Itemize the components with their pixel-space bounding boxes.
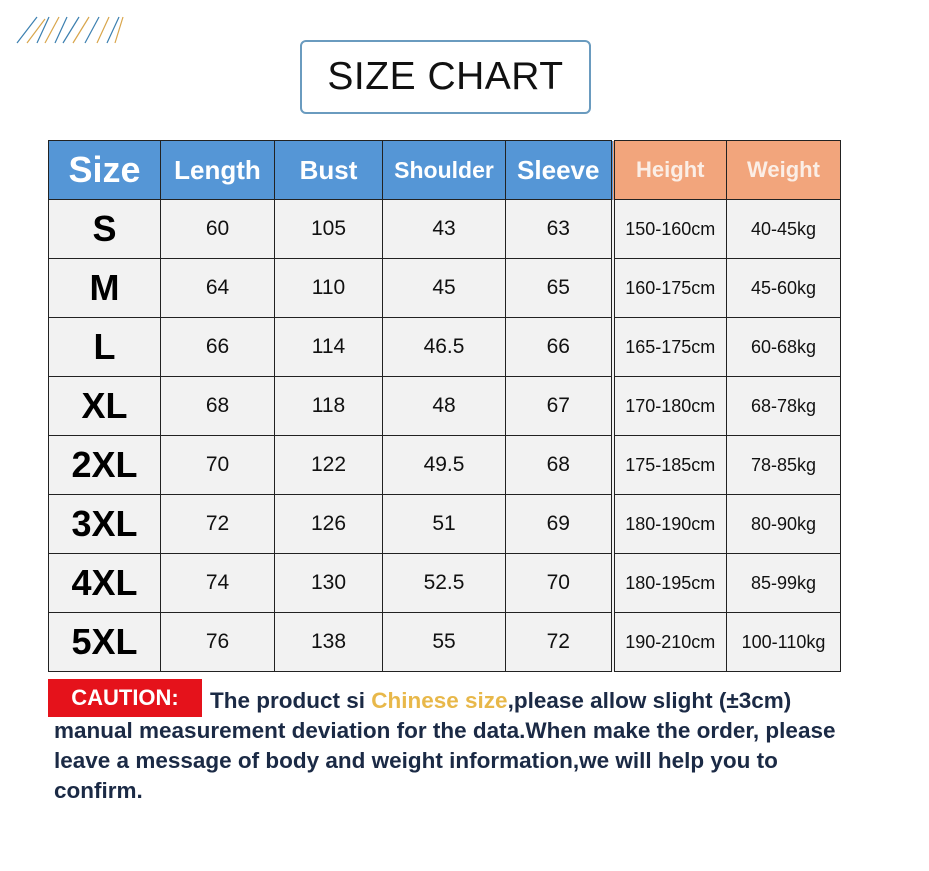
cell-size: 4XL: [48, 553, 161, 613]
caution-note: The product si Chinese size,please allow…: [54, 686, 854, 806]
table-row: M 64 110 45 65 160-175cm 45-60kg: [48, 258, 841, 318]
column-header-length: Length: [160, 140, 275, 200]
cell-bust: 110: [274, 258, 383, 318]
cell-bust: 122: [274, 435, 383, 495]
cell-weight: 100-110kg: [726, 612, 841, 672]
cell-weight: 80-90kg: [726, 494, 841, 554]
cell-sleeve: 63: [505, 199, 613, 259]
cell-shoulder: 46.5: [382, 317, 506, 377]
cell-shoulder: 51: [382, 494, 506, 554]
table-row: L 66 114 46.5 66 165-175cm 60-68kg: [48, 317, 841, 377]
cell-height: 180-195cm: [610, 553, 727, 613]
cell-shoulder: 49.5: [382, 435, 506, 495]
cell-size: XL: [48, 376, 161, 436]
cell-shoulder: 55: [382, 612, 506, 672]
cell-length: 74: [160, 553, 275, 613]
cell-bust: 126: [274, 494, 383, 554]
cell-sleeve: 72: [505, 612, 613, 672]
cell-height: 175-185cm: [610, 435, 727, 495]
cell-bust: 118: [274, 376, 383, 436]
cell-length: 72: [160, 494, 275, 554]
cell-length: 68: [160, 376, 275, 436]
cell-sleeve: 68: [505, 435, 613, 495]
cell-size: L: [48, 317, 161, 377]
cell-shoulder: 43: [382, 199, 506, 259]
column-header-height: Height: [610, 140, 727, 200]
column-header-shoulder: Shoulder: [382, 140, 506, 200]
table-row: 4XL 74 130 52.5 70 180-195cm 85-99kg: [48, 553, 841, 613]
cell-bust: 138: [274, 612, 383, 672]
cell-shoulder: 45: [382, 258, 506, 318]
column-header-size: Size: [48, 140, 161, 200]
cell-weight: 68-78kg: [726, 376, 841, 436]
cell-sleeve: 65: [505, 258, 613, 318]
cell-weight: 40-45kg: [726, 199, 841, 259]
cell-length: 70: [160, 435, 275, 495]
cell-size: 5XL: [48, 612, 161, 672]
cell-height: 190-210cm: [610, 612, 727, 672]
table-row: 3XL 72 126 51 69 180-190cm 80-90kg: [48, 494, 841, 554]
column-header-sleeve: Sleeve: [505, 140, 613, 200]
cell-bust: 105: [274, 199, 383, 259]
table-row: XL 68 118 48 67 170-180cm 68-78kg: [48, 376, 841, 436]
chinese-size-highlight: Chinese size: [371, 688, 508, 713]
cell-size: M: [48, 258, 161, 318]
cell-shoulder: 48: [382, 376, 506, 436]
cell-length: 60: [160, 199, 275, 259]
cell-bust: 114: [274, 317, 383, 377]
table-row: 2XL 70 122 49.5 68 175-185cm 78-85kg: [48, 435, 841, 495]
cell-sleeve: 69: [505, 494, 613, 554]
cell-bust: 130: [274, 553, 383, 613]
cell-length: 64: [160, 258, 275, 318]
cell-height: 165-175cm: [610, 317, 727, 377]
table-header-row: Size Length Bust Shoulder Sleeve Height Weight: [48, 140, 841, 200]
cell-height: 170-180cm: [610, 376, 727, 436]
cell-sleeve: 67: [505, 376, 613, 436]
cell-size: 2XL: [48, 435, 161, 495]
cell-sleeve: 70: [505, 553, 613, 613]
cell-shoulder: 52.5: [382, 553, 506, 613]
column-header-bust: Bust: [274, 140, 383, 200]
caution-badge: CAUTION:: [48, 679, 202, 717]
cell-weight: 85-99kg: [726, 553, 841, 613]
cell-weight: 45-60kg: [726, 258, 841, 318]
table-row: S 60 105 43 63 150-160cm 40-45kg: [48, 199, 841, 259]
cell-height: 150-160cm: [610, 199, 727, 259]
size-chart-table: Size Length Bust Shoulder Sleeve Height Weight…: [48, 140, 841, 672]
note-text: The product si: [210, 688, 372, 713]
page-title: SIZE CHART: [300, 40, 591, 114]
cell-size: S: [48, 199, 161, 259]
cell-weight: 60-68kg: [726, 317, 841, 377]
cell-size: 3XL: [48, 494, 161, 554]
cell-length: 66: [160, 317, 275, 377]
cell-height: 160-175cm: [610, 258, 727, 318]
column-header-weight: Weight: [726, 140, 841, 200]
cell-sleeve: 66: [505, 317, 613, 377]
note-text-rest: ,please allow slight (±3cm) manual measu…: [54, 688, 836, 803]
cell-length: 76: [160, 612, 275, 672]
cell-weight: 78-85kg: [726, 435, 841, 495]
brand-logo: [16, 16, 124, 44]
cell-height: 180-190cm: [610, 494, 727, 554]
table-row: 5XL 76 138 55 72 190-210cm 100-110kg: [48, 612, 841, 672]
